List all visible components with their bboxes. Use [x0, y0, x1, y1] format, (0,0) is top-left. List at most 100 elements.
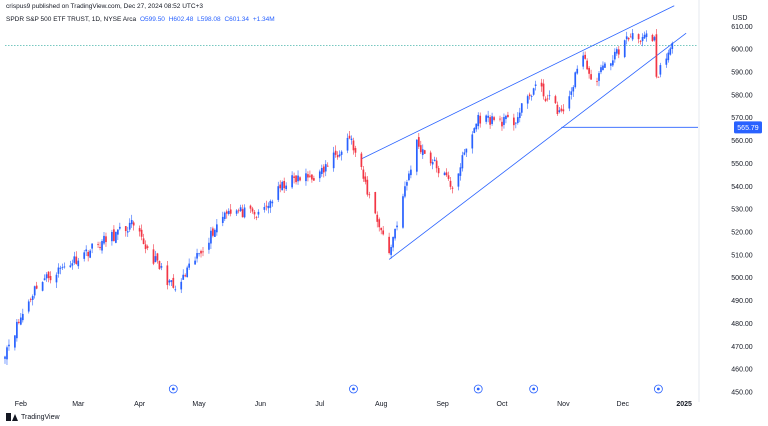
- candle-body: [548, 95, 551, 97]
- candle-body: [31, 296, 34, 300]
- candle-body: [505, 115, 507, 120]
- time-tick-aug: Aug: [375, 401, 388, 408]
- candle: [49, 271, 52, 284]
- candle-body: [346, 137, 349, 151]
- candle: [170, 280, 173, 286]
- candle-body: [225, 211, 228, 214]
- time-tick-sep: Sep: [436, 401, 449, 408]
- candle-body: [194, 260, 196, 265]
- candle: [77, 257, 80, 269]
- candle: [518, 107, 521, 123]
- candle-body: [350, 138, 353, 141]
- time-tick-jul: Jul: [315, 401, 324, 408]
- candle-body: [526, 96, 529, 104]
- price-tick-540: 540.00: [731, 184, 753, 191]
- price-tick-560: 560.00: [731, 138, 753, 145]
- brand-name: TradingView: [21, 413, 60, 421]
- candle-body: [130, 220, 133, 225]
- candle-body: [168, 280, 171, 283]
- candle-body: [378, 219, 381, 228]
- candle-body: [459, 167, 462, 176]
- candle: [158, 260, 161, 270]
- candle-body: [336, 155, 339, 158]
- candle-body: [602, 65, 604, 70]
- candle-body: [596, 81, 598, 83]
- candle-body: [89, 250, 91, 258]
- candle: [267, 202, 270, 214]
- candle-body: [570, 91, 573, 95]
- candle: [186, 265, 189, 278]
- candle: [91, 243, 93, 254]
- candle: [243, 204, 246, 219]
- candle: [584, 51, 586, 60]
- time-tick-mar: Mar: [72, 401, 85, 408]
- candle-body: [417, 137, 420, 147]
- candle: [166, 261, 169, 290]
- candle-body: [77, 260, 80, 267]
- candle-body: [202, 251, 204, 253]
- event-marker-dot-icon: [532, 387, 536, 391]
- candle-body: [322, 166, 325, 173]
- price-tick-510: 510.00: [731, 252, 753, 259]
- candle-body: [451, 187, 454, 189]
- candle: [128, 218, 131, 232]
- candle-body: [196, 253, 198, 259]
- candle: [130, 214, 133, 228]
- candle: [33, 285, 36, 299]
- candle: [214, 228, 216, 237]
- candle-body: [227, 210, 230, 215]
- candle: [4, 355, 6, 364]
- candle-body: [305, 173, 307, 182]
- candle: [73, 251, 76, 265]
- candle: [631, 29, 634, 42]
- candle: [156, 252, 159, 264]
- event-marker-dot-icon: [352, 387, 355, 391]
- candle-body: [671, 43, 674, 50]
- close-value: C601.34: [224, 16, 250, 23]
- channel-lower-line: [388, 32, 687, 260]
- candle: [299, 176, 301, 182]
- candle-body: [216, 224, 218, 233]
- candle: [667, 49, 670, 63]
- candle: [194, 256, 196, 265]
- candle-body: [364, 176, 367, 182]
- candle: [431, 159, 434, 170]
- candle: [229, 204, 232, 217]
- time-axis[interactable]: Feb Mar Apr May Jun Jul Aug Sep Oct Nov Dec 2025: [15, 401, 692, 408]
- candle-body: [160, 266, 163, 268]
- candle: [180, 278, 183, 294]
- footer-brand[interactable]: TradingView: [6, 413, 60, 421]
- candle-body: [208, 242, 210, 250]
- candle-body: [540, 82, 543, 87]
- event-marker-dot-icon: [476, 387, 480, 391]
- candle: [514, 122, 517, 129]
- candle-body: [18, 321, 20, 323]
- candle: [378, 217, 381, 232]
- candle: [534, 80, 537, 91]
- candle-body: [265, 205, 268, 207]
- price-axis[interactable]: USD 450.00 460.00 470.00 480.00 490.00 500.00 5…: [698, 0, 762, 402]
- candle-body: [69, 265, 72, 268]
- candle-body: [528, 94, 531, 97]
- candle: [18, 319, 20, 325]
- price-tick-600: 600.00: [731, 47, 753, 54]
- candle-body: [223, 212, 226, 220]
- candle: [558, 106, 561, 114]
- candle: [63, 262, 66, 269]
- candle: [637, 33, 640, 44]
- candle: [627, 37, 630, 42]
- candle-body: [562, 109, 565, 112]
- candle-body: [297, 175, 299, 182]
- time-tick-feb: Feb: [15, 401, 27, 408]
- candle: [208, 237, 210, 254]
- candle: [55, 272, 58, 288]
- price-tick-570: 570.00: [731, 115, 753, 122]
- time-tick-oct: Oct: [497, 401, 508, 408]
- time-tick-apr: Apr: [134, 401, 146, 408]
- candle-body: [404, 186, 406, 197]
- candle-body: [657, 76, 660, 78]
- candle: [596, 77, 598, 86]
- candle-body: [279, 184, 282, 189]
- candle-body: [408, 173, 410, 181]
